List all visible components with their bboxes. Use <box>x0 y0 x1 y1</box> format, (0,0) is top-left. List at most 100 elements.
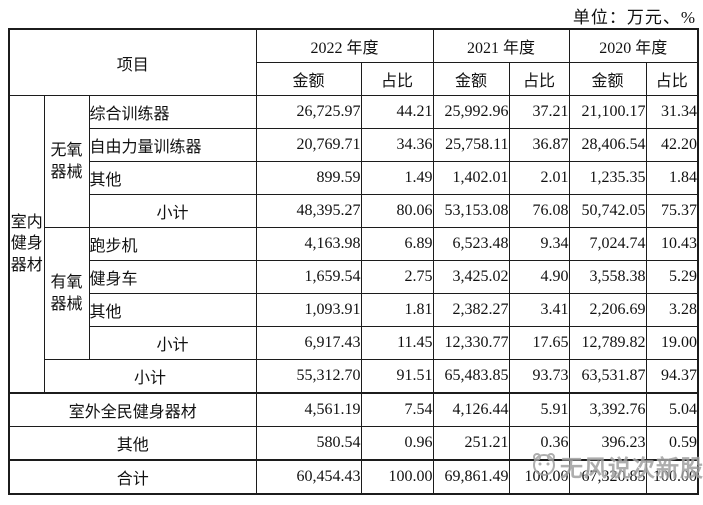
group-cell: 无氧器械 <box>43 95 90 228</box>
amount-cell: 69,861.49 <box>432 459 510 495</box>
row-label-cell: 小计 <box>88 326 257 360</box>
group-cell: 室内健身器材 <box>8 95 45 394</box>
unit-label: 单位：万元、% <box>572 8 696 27</box>
table-row: 小计 6,917.43 11.45 12,330.77 17.65 12,789.82 19… <box>9 326 699 360</box>
amount-cell: 580.54 <box>255 426 362 461</box>
ratio-cell: 80.06 <box>360 194 434 228</box>
ratio-cell: 0.59 <box>645 426 699 461</box>
amount-cell: 1,659.54 <box>255 260 362 294</box>
row-label-cell: 合计 <box>8 459 257 495</box>
ratio-cell: 3.41 <box>508 293 570 327</box>
amount-header-cell: 金额 <box>255 62 362 96</box>
amount-cell: 6,523.48 <box>432 227 510 261</box>
ratio-cell: 42.20 <box>645 128 699 162</box>
amount-header-cell: 金额 <box>432 62 510 96</box>
amount-cell: 2,206.69 <box>568 293 647 327</box>
ratio-cell: 2.01 <box>508 161 570 195</box>
ratio-cell: 94.37 <box>645 359 699 394</box>
table-wrap: 项目 2022 年度 2021 年度 2020 年度 金额 占比 金额 占比 金额 占比 室内健身器… <box>8 28 700 495</box>
year-header-cell: 2022 年度 <box>255 28 434 63</box>
ratio-cell: 91.51 <box>360 359 434 394</box>
ratio-cell: 34.36 <box>360 128 434 162</box>
amount-cell: 50,742.05 <box>568 194 647 228</box>
ratio-header-cell: 占比 <box>360 62 434 96</box>
amount-cell: 60,454.43 <box>255 459 362 495</box>
year-header-cell: 2021 年度 <box>432 28 570 63</box>
amount-cell: 6,917.43 <box>255 326 362 360</box>
row-label-cell: 其他 <box>88 293 257 327</box>
ratio-cell: 10.43 <box>645 227 699 261</box>
item-header-cell: 项目 <box>8 28 257 96</box>
amount-cell: 899.59 <box>255 161 362 195</box>
ratio-cell: 31.34 <box>645 95 699 129</box>
table-row: 小计 48,395.27 80.06 53,153.08 76.08 50,742.05 7… <box>9 194 699 228</box>
table-row: 其他 580.54 0.96 251.21 0.36 396.23 0.59 <box>8 426 699 461</box>
table-row: 小计 55,312.70 91.51 65,483.85 93.73 63,531.87 9… <box>9 359 699 394</box>
row-label-cell: 其他 <box>88 161 257 195</box>
ratio-cell: 1.81 <box>360 293 434 327</box>
ratio-cell: 5.04 <box>645 392 699 427</box>
amount-cell: 396.23 <box>568 426 647 461</box>
ratio-cell: 37.21 <box>508 95 570 129</box>
amount-cell: 4,561.19 <box>255 392 362 427</box>
group-cell: 有氧器械 <box>43 227 90 360</box>
year-header-cell: 2020 年度 <box>568 28 699 63</box>
ratio-cell: 6.89 <box>360 227 434 261</box>
row-label-cell: 自由力量训练器 <box>88 128 257 162</box>
ratio-header-cell: 占比 <box>645 62 699 96</box>
row-label-cell: 健身车 <box>88 260 257 294</box>
ratio-cell: 2.75 <box>360 260 434 294</box>
amount-cell: 12,330.77 <box>432 326 510 360</box>
amount-cell: 25,758.11 <box>432 128 510 162</box>
amount-cell: 251.21 <box>432 426 510 461</box>
amount-cell: 3,425.02 <box>432 260 510 294</box>
amount-cell: 26,725.97 <box>255 95 362 129</box>
amount-cell: 67,320.85 <box>568 459 647 495</box>
amount-cell: 2,382.27 <box>432 293 510 327</box>
amount-cell: 1,402.01 <box>432 161 510 195</box>
table-row: 其他 899.59 1.49 1,402.01 2.01 1,235.35 1.84 <box>9 161 699 195</box>
ratio-cell: 100.00 <box>508 459 570 495</box>
row-label-cell: 跑步机 <box>88 227 257 261</box>
ratio-cell: 3.28 <box>645 293 699 327</box>
ratio-cell: 5.91 <box>508 392 570 427</box>
ratio-cell: 0.96 <box>360 426 434 461</box>
amount-cell: 65,483.85 <box>432 359 510 394</box>
table-row: 其他 1,093.91 1.81 2,382.27 3.41 2,206.69 3.28 <box>9 293 699 327</box>
row-label-cell: 其他 <box>8 426 257 461</box>
amount-cell: 12,789.82 <box>568 326 647 360</box>
ratio-cell: 44.21 <box>360 95 434 129</box>
table-row: 自由力量训练器 20,769.71 34.36 25,758.11 36.87 28,40… <box>9 128 699 162</box>
ratio-cell: 100.00 <box>360 459 434 495</box>
amount-cell: 48,395.27 <box>255 194 362 228</box>
row-label-cell: 室外全民健身器材 <box>8 392 257 427</box>
table-row: 室外全民健身器材 4,561.19 7.54 4,126.44 5.91 3,392.76… <box>8 392 699 427</box>
table-row: 合计 60,454.43 100.00 69,861.49 100.00 67,320.8… <box>8 459 699 495</box>
amount-cell: 55,312.70 <box>255 359 362 394</box>
ratio-cell: 76.08 <box>508 194 570 228</box>
amount-cell: 1,235.35 <box>568 161 647 195</box>
amount-cell: 4,126.44 <box>432 392 510 427</box>
amount-cell: 21,100.17 <box>568 95 647 129</box>
ratio-cell: 17.65 <box>508 326 570 360</box>
amount-cell: 20,769.71 <box>255 128 362 162</box>
amount-cell: 7,024.74 <box>568 227 647 261</box>
ratio-cell: 75.37 <box>645 194 699 228</box>
ratio-header-cell: 占比 <box>508 62 570 96</box>
ratio-cell: 9.34 <box>508 227 570 261</box>
ratio-cell: 0.36 <box>508 426 570 461</box>
ratio-cell: 1.84 <box>645 161 699 195</box>
main-table: 项目 2022 年度 2021 年度 2020 年度 金额 占比 金额 占比 金额 占比 室内健身器… <box>8 28 700 495</box>
amount-cell: 53,153.08 <box>432 194 510 228</box>
amount-cell: 3,558.38 <box>568 260 647 294</box>
amount-header-cell: 金额 <box>568 62 647 96</box>
amount-cell: 4,163.98 <box>255 227 362 261</box>
amount-cell: 25,992.96 <box>432 95 510 129</box>
table-row: 室内健身器材 无氧器械 综合训练器 26,725.97 44.21 25,992.96 37… <box>8 95 699 394</box>
ratio-cell: 4.90 <box>508 260 570 294</box>
row-label-cell: 小计 <box>43 359 257 394</box>
ratio-cell: 5.29 <box>645 260 699 294</box>
ratio-cell: 1.49 <box>360 161 434 195</box>
amount-cell: 3,392.76 <box>568 392 647 427</box>
